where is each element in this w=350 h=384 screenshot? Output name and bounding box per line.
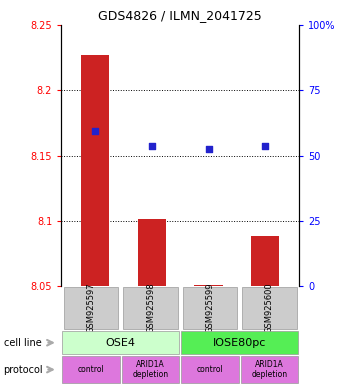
Text: IOSE80pc: IOSE80pc [213,338,266,348]
Text: OSE4: OSE4 [106,338,136,348]
Text: ARID1A
depletion: ARID1A depletion [132,360,169,379]
Bar [181,331,298,354]
Bar [194,285,223,286]
Bar [242,287,297,329]
Title: GDS4826 / ILMN_2041725: GDS4826 / ILMN_2041725 [98,9,262,22]
Bar [64,287,118,329]
Text: control: control [197,365,223,374]
Bar [241,356,298,383]
Bar [251,237,279,286]
Bar [122,356,179,383]
Bar [62,331,179,354]
Bar [181,356,239,383]
Text: cell line: cell line [4,338,41,348]
Bar [81,55,110,286]
Text: protocol: protocol [4,364,43,375]
Point [149,143,155,149]
Text: GSM925598: GSM925598 [146,283,155,333]
Bar [62,356,120,383]
Text: control: control [78,365,104,374]
Text: GSM925597: GSM925597 [86,283,96,333]
Point [206,146,211,152]
Point [262,143,268,149]
Text: GSM925599: GSM925599 [205,283,215,333]
Bar [138,220,166,286]
Point [92,127,98,134]
Bar [183,287,237,329]
Text: GSM925600: GSM925600 [265,283,274,333]
Text: ARID1A
depletion: ARID1A depletion [251,360,288,379]
Bar [123,287,178,329]
